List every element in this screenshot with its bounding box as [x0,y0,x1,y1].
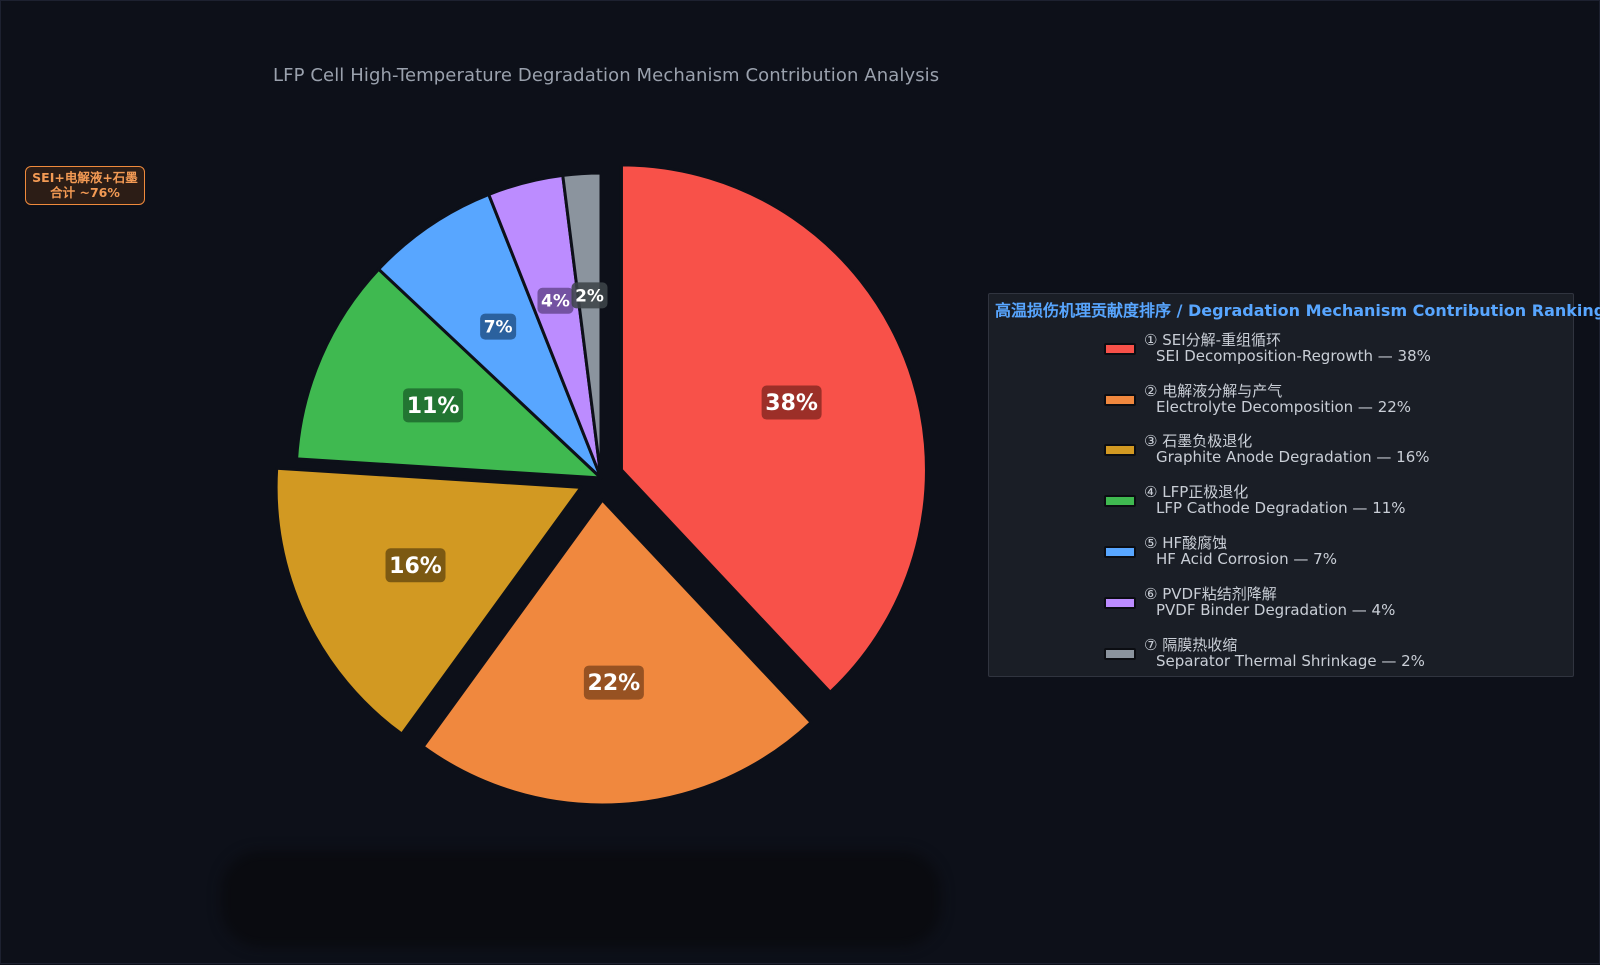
legend-entry-hf: ⑤ HF酸腐蚀 HF Acid Corrosion — 7% [1104,532,1544,576]
bottom-shadow [221,851,941,947]
slice-label-bg [761,385,822,420]
legend-entry-en-label: SEI Decomposition-Regrowth — 38% [1156,347,1431,365]
legend-swatch-graphite [1104,444,1136,456]
legend-swatch-separator [1104,648,1136,660]
slice-value-label: 7% [484,318,513,338]
slice-label-bg [385,548,446,583]
pie-slice-separator [561,171,603,480]
legend-entry-zh-label: ④ LFP正极退化 [1144,483,1249,501]
slice-value-label: 38% [765,391,818,416]
pie-slices [274,163,928,807]
slice-label-pvdf: 4% [537,287,574,314]
legend-swatch-pvdf [1104,597,1136,609]
slice-label-graphite: 16% [385,548,446,583]
slice-label-bg [403,388,464,423]
annotation-line-1: SEI+电解液+石墨 [32,170,138,185]
chart-title: LFP Cell High-Temperature Degradation Me… [273,65,940,86]
slice-label-hf: 7% [480,313,517,340]
legend-entry-en-label: Separator Thermal Shrinkage — 2% [1156,652,1425,670]
legend-entry-en-label: HF Acid Corrosion — 7% [1156,550,1337,568]
slice-value-label: 4% [541,292,570,312]
legend-entry-en-label: LFP Cathode Degradation — 11% [1156,499,1406,517]
pie-slice-cathode [295,267,603,480]
pie-slice-sei [619,163,928,694]
legend-entry-cathode: ④ LFP正极退化 LFP Cathode Degradation — 11% [1104,481,1544,525]
legend-entry-zh-label: ⑤ HF酸腐蚀 [1144,534,1228,552]
pie-slice-graphite [274,466,583,736]
slice-value-label: 2% [575,286,604,306]
legend-entry-electrolyte: ② 电解液分解与产气 Electrolyte Decomposition — 2… [1104,380,1544,424]
pie-slice-electrolyte [421,498,813,807]
slice-label-electrolyte: 22% [583,665,644,700]
legend-entry-zh-label: ⑦ 隔膜热收缩 [1144,636,1238,654]
slice-label-bg [480,313,517,340]
slice-label-separator: 2% [571,282,608,309]
slice-value-label: 22% [588,671,641,696]
slice-label-cathode: 11% [403,388,464,423]
legend-swatch-electrolyte [1104,394,1136,406]
legend-swatch-cathode [1104,495,1136,507]
slice-label-bg [571,282,608,309]
legend-entry-zh-label: ① SEI分解-重组循环 [1144,331,1282,349]
legend-entry-en-label: PVDF Binder Degradation — 4% [1156,601,1396,619]
legend-entry-zh-label: ⑥ PVDF粘结剂降解 [1144,585,1277,603]
legend-entry-en-label: Electrolyte Decomposition — 22% [1156,398,1412,416]
legend-entry-separator: ⑦ 隔膜热收缩 Separator Thermal Shrinkage — 2% [1104,634,1544,678]
total-annotation-box: SEI+电解液+石墨 合计 ~76% [25,166,145,205]
legend-entry-zh-label: ② 电解液分解与产气 [1144,382,1283,400]
slice-label-sei: 38% [761,385,822,420]
legend-entry-graphite: ③ 石墨负极退化 Graphite Anode Degradation — 16… [1104,430,1544,474]
legend-entry-sei: ① SEI分解-重组循环 SEI Decomposition-Regrowth … [1104,329,1544,373]
legend-title: 高温损伤机理贡献度排序 / Degradation Mechanism Cont… [995,301,1600,320]
annotation-line-2: 合计 ~76% [50,185,120,200]
slice-label-bg [583,665,644,700]
slice-value-label: 11% [407,394,460,419]
legend-entry-zh-label: ③ 石墨负极退化 [1144,432,1253,450]
legend-swatch-sei [1104,343,1136,355]
legend: 高温损伤机理贡献度排序 / Degradation Mechanism Cont… [988,293,1600,678]
legend-entry-pvdf: ⑥ PVDF粘结剂降解 PVDF Binder Degradation — 4% [1104,583,1544,627]
legend-entry-en-label: Graphite Anode Degradation — 16% [1156,448,1430,466]
slice-value-label: 16% [389,554,442,579]
pie-slice-labels: 38% 22% 16% 11% 7% 4% 2% [385,282,822,700]
slice-label-bg [537,287,574,314]
legend-swatch-hf [1104,546,1136,558]
